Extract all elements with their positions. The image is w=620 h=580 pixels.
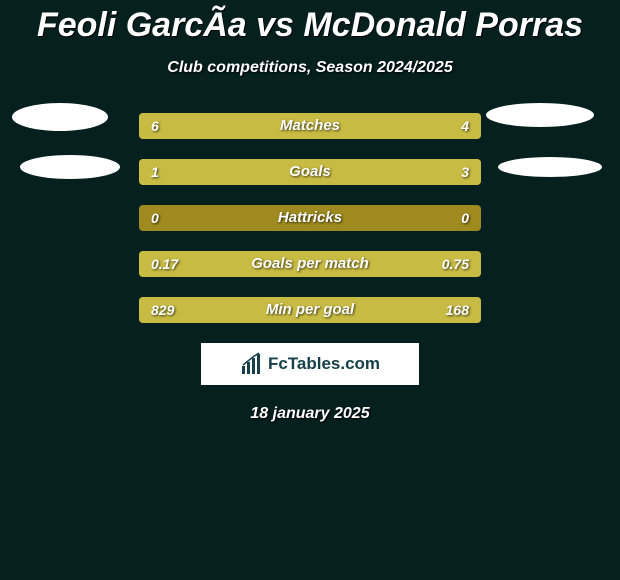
stat-label: Hattricks [139,205,481,231]
stat-label: Matches [139,113,481,139]
player-right-ellipse-2 [498,157,602,177]
stat-row-goals-per-match: 0.170.75Goals per match [139,251,481,277]
page-subtitle: Club competitions, Season 2024/2025 [0,59,620,77]
date-text: 18 january 2025 [0,405,620,423]
rows-container: 64Matches 13Goals 00Hattricks 0.170.75Goals… [0,113,620,323]
logo-text: FcTables.com [268,354,380,374]
stat-row-hattricks: 00Hattricks [139,205,481,231]
fctables-logo[interactable]: FcTables.com [201,343,419,385]
stat-row-matches: 64Matches [139,113,481,139]
player-left-ellipse-2 [20,155,120,179]
bar-chart-icon [240,352,264,376]
stat-label: Goals per match [139,251,481,277]
stat-label: Goals [139,159,481,185]
player-right-ellipse-1 [486,103,594,127]
page-title: Feoli GarcÃa vs McDonald Porras [0,0,620,45]
player-left-ellipse-1 [12,103,108,131]
stat-row-goals: 13Goals [139,159,481,185]
stat-row-min-per-goal: 829168Min per goal [139,297,481,323]
stat-label: Min per goal [139,297,481,323]
comparison-chart: 64Matches 13Goals 00Hattricks 0.170.75Goals… [0,113,620,323]
